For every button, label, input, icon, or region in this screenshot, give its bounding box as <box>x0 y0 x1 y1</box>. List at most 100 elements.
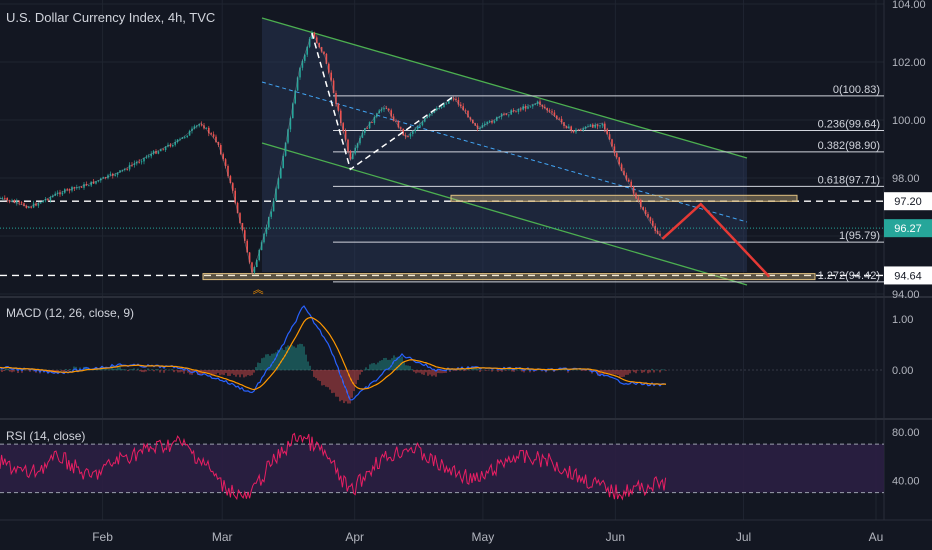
candle-body <box>611 139 613 147</box>
macd-histogram-bar <box>33 370 35 372</box>
macd-histogram-bar <box>355 370 357 385</box>
candle-body <box>596 124 599 127</box>
candle-body <box>119 170 121 173</box>
candle-body <box>368 121 371 129</box>
rsi-axis-tick: 40.00 <box>892 476 920 488</box>
macd-histogram-bar <box>513 370 515 372</box>
macd-histogram-bar <box>17 370 19 374</box>
candle-body <box>644 209 647 215</box>
candle-body <box>510 110 512 115</box>
level-price-label: 97.20 <box>894 196 922 208</box>
macd-histogram-bar <box>623 370 625 377</box>
macd-histogram-bar <box>445 370 447 373</box>
price-axis-tick: 98.00 <box>892 173 920 185</box>
candle-body <box>224 159 227 166</box>
macd-histogram-bar <box>321 370 323 386</box>
candle-body <box>349 151 352 159</box>
macd-histogram-bar <box>61 370 63 371</box>
macd-histogram-bar <box>613 370 615 375</box>
macd-histogram-bar <box>275 352 277 371</box>
candle-body <box>359 137 361 144</box>
macd-histogram-bar <box>357 370 359 380</box>
candle-body <box>356 143 359 148</box>
macd-histogram-bar <box>611 370 613 375</box>
macd-histogram-bar <box>251 370 253 376</box>
macd-histogram-bar <box>259 363 261 371</box>
macd-histogram-bar <box>171 369 173 371</box>
macd-histogram-bar <box>661 369 663 371</box>
macd-histogram-bar <box>501 370 503 372</box>
macd-histogram-bar <box>491 370 493 372</box>
candle-body <box>620 164 623 171</box>
rsi-band <box>0 444 884 493</box>
candle-body <box>352 153 354 159</box>
candle-body <box>640 199 642 208</box>
macd-histogram-bar <box>313 370 315 377</box>
macd-histogram-bar <box>485 370 487 371</box>
macd-histogram-bar <box>473 368 475 371</box>
macd-histogram-bar <box>157 369 159 371</box>
candle-body <box>289 118 292 130</box>
macd-histogram-bar <box>617 370 619 375</box>
macd-histogram-bar <box>163 370 165 373</box>
price-line-group: 96.27 ︽ <box>0 32 932 296</box>
macd-histogram-bar <box>387 359 389 371</box>
candle-body <box>337 103 340 111</box>
time-axis-tick: Jul <box>736 530 751 544</box>
macd-histogram-bar <box>413 370 415 372</box>
macd-histogram-bar <box>327 370 329 388</box>
candle-body <box>145 156 148 158</box>
candle-body <box>234 190 236 203</box>
macd-histogram-bar <box>527 368 529 371</box>
macd-histogram-bar <box>179 370 181 373</box>
candle-body <box>299 67 301 78</box>
candle-body <box>23 203 25 206</box>
macd-histogram-bar <box>643 370 645 373</box>
candle-body <box>160 149 162 152</box>
candle-body <box>306 46 308 55</box>
macd-histogram-bar <box>145 370 147 372</box>
macd-histogram-bar <box>309 365 311 371</box>
candle-body <box>520 109 522 111</box>
macd-histogram-bar <box>289 346 291 371</box>
candle-body <box>42 200 44 203</box>
macd-histogram-bar <box>223 370 225 376</box>
macd-axis-tick: 1.00 <box>892 314 913 326</box>
price-axis-tick: 100.00 <box>892 115 926 127</box>
candle-body <box>88 185 90 187</box>
candle-body <box>419 125 421 128</box>
macd-histogram-bar <box>293 346 295 371</box>
macd-histogram-bar <box>7 368 9 371</box>
descending-channel <box>261 17 748 286</box>
candle-body <box>232 183 234 191</box>
candle-body <box>164 146 167 151</box>
time-axis-tick: Apr <box>345 530 364 544</box>
macd-histogram-bar <box>369 364 371 371</box>
candle-body <box>179 138 181 140</box>
macd-histogram-bar <box>221 370 223 375</box>
candle-body <box>328 63 330 73</box>
candle-body <box>73 186 76 189</box>
macd-histogram-bar <box>523 370 525 373</box>
macd-title: MACD (12, 26, close, 9) <box>6 306 134 320</box>
macd-histogram-bar <box>597 370 599 376</box>
candle-body <box>409 133 412 137</box>
macd-histogram-bar <box>285 346 287 371</box>
level-price-label: 94.64 <box>894 270 922 282</box>
projection-path <box>661 202 771 278</box>
candle-body <box>313 32 316 38</box>
macd-histogram-bar <box>129 369 131 371</box>
macd-histogram-bar <box>121 369 123 371</box>
macd-histogram-bar <box>601 370 603 373</box>
macd-histogram-bar <box>323 370 325 386</box>
chart-title: U.S. Dollar Currency Index, 4h, TVC <box>6 10 215 25</box>
macd-histogram-bar <box>655 369 657 371</box>
candle-body <box>40 202 42 204</box>
candle-body <box>488 120 491 122</box>
candle-body <box>380 109 383 111</box>
macd-histogram-bar <box>203 370 205 373</box>
candle-body <box>320 47 323 52</box>
macd-histogram-bar <box>665 370 667 371</box>
candle-body <box>263 233 265 243</box>
